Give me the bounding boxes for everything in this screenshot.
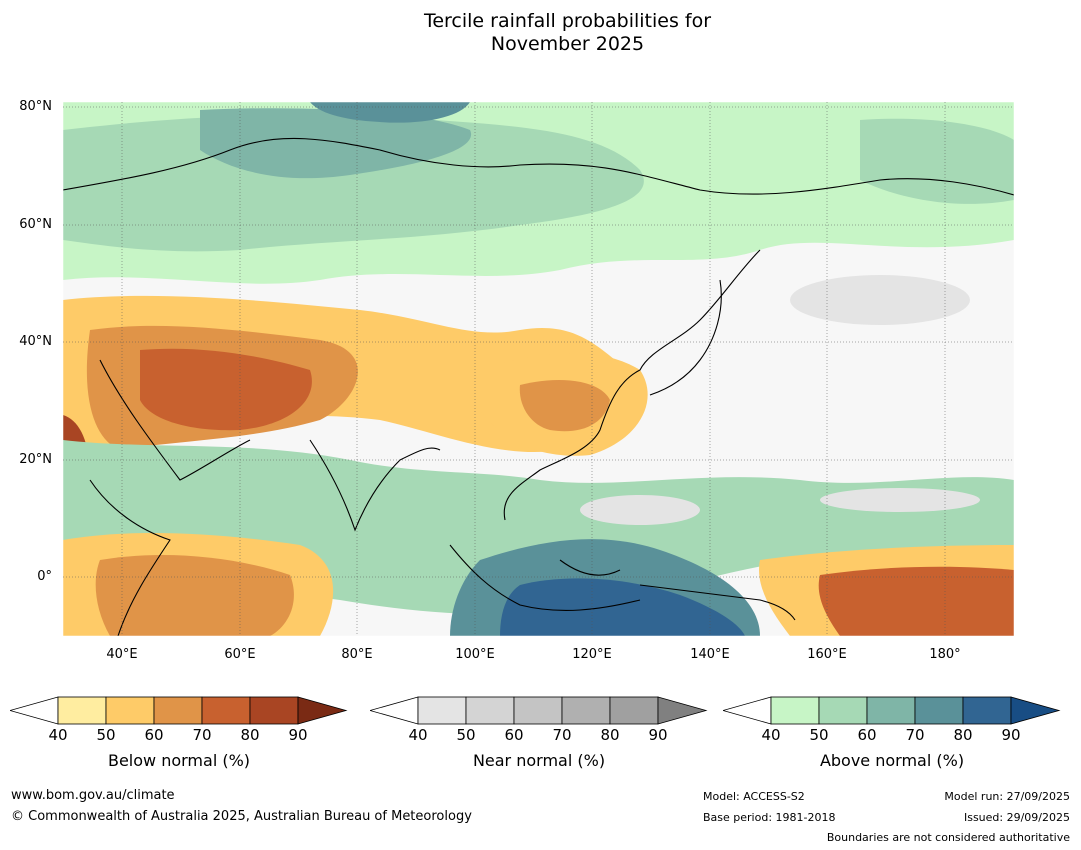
coastline-east-asia [503, 249, 761, 521]
legend-above-tick: 90 [1001, 726, 1021, 744]
legend-below-tick: 90 [288, 726, 308, 744]
map-gridlines [63, 102, 1014, 636]
legend-below-tick: 40 [48, 726, 68, 744]
map-title-line2: November 2025 [490, 33, 645, 55]
map-title-line1: Tercile rainfall probabilities for [423, 10, 712, 32]
colorbar-below-swatch [201, 696, 251, 725]
colorbar-near [368, 696, 708, 725]
legend-above-tick: 70 [905, 726, 925, 744]
legend-below-tick: 80 [240, 726, 260, 744]
colorbar-above-swatch [914, 696, 964, 725]
coastline-india [309, 439, 441, 532]
legend-below-tick: 50 [96, 726, 116, 744]
legend-near-tick: 60 [504, 726, 524, 744]
legend-below-tick: 70 [192, 726, 212, 744]
colorbar-above-extend-high [1010, 696, 1061, 725]
colorbar-near-extend-low [368, 696, 419, 725]
lon-label-80e: 80°E [341, 647, 373, 662]
legend-above-title: Above normal (%) [819, 751, 965, 770]
colorbar-near-swatch [417, 696, 467, 725]
near-region-philippine-sea [580, 495, 700, 525]
lat-label-40n: 40°N [19, 334, 52, 349]
colorbar-near-swatch [513, 696, 563, 725]
below-region-east-africa-core [95, 555, 294, 636]
colorbar-below [8, 696, 348, 725]
legend-near-tick: 40 [408, 726, 428, 744]
coastline-eurasia [63, 137, 1014, 196]
near-region-pacific [790, 275, 970, 325]
footer-url[interactable]: www.bom.gov.au/climate [11, 788, 175, 803]
legend-near-title: Near normal (%) [472, 751, 606, 770]
colorbar-above [721, 696, 1061, 725]
near-region-central-pacific [820, 488, 980, 512]
above-region-siberia-core [200, 108, 472, 179]
colorbar-near-swatch [465, 696, 515, 725]
colorbar-below-extend-low [8, 696, 59, 725]
legend-below-normal: 40 50 60 70 80 90 Below normal (%) [8, 692, 348, 770]
footer-issued: Issued: 29/09/2025 [963, 811, 1070, 824]
footer-disclaimer: Boundaries are not considered authoritat… [826, 831, 1070, 844]
above-region-maritime-core [500, 578, 745, 636]
legend-near-tick: 80 [600, 726, 620, 744]
lat-label-80n: 80°N [19, 99, 52, 114]
colorbar-above-swatch [962, 696, 1012, 725]
lon-label-100e: 100°E [455, 647, 495, 662]
coastline-japan [649, 279, 722, 396]
legend-below-tick: 60 [144, 726, 164, 744]
colorbar-above-extend-low [721, 696, 772, 725]
above-region-pacific-n [860, 118, 1014, 204]
footer-model: Model: ACCESS-S2 [703, 790, 805, 803]
lon-label-40e: 40°E [106, 647, 138, 662]
legend-above-tick: 60 [857, 726, 877, 744]
lon-label-120e: 120°E [572, 647, 612, 662]
below-region-south-pacific-core [818, 566, 1014, 636]
legend-near-tick: 50 [456, 726, 476, 744]
colorbar-near-swatch [609, 696, 659, 725]
colorbar-below-swatch [105, 696, 155, 725]
map-border [62, 101, 1015, 637]
map-title: Tercile rainfall probabilities for Novem… [0, 10, 1081, 56]
colorbar-above-swatch [818, 696, 868, 725]
colorbar-below-swatch [57, 696, 107, 725]
lon-label-60e: 60°E [224, 647, 256, 662]
colorbar-below-swatch [249, 696, 299, 725]
colorbar-near-swatch [561, 696, 611, 725]
lon-label-140e: 140°E [690, 647, 730, 662]
colorbar-below-extend-high [297, 696, 348, 725]
footer-model-run: Model run: 27/09/2025 [944, 790, 1070, 803]
lon-label-160e: 160°E [807, 647, 847, 662]
legend-near-tick: 70 [552, 726, 572, 744]
lon-label-180: 180° [929, 647, 961, 662]
legend-near-tick: 90 [648, 726, 668, 744]
colorbar-near-extend-high [657, 696, 708, 725]
coastline-africa [89, 479, 171, 636]
lat-label-20n: 20°N [19, 452, 52, 467]
footer-copyright: © Commonwealth of Australia 2025, Austra… [11, 809, 472, 824]
legend-near-normal: 40 50 60 70 80 90 Near normal (%) [368, 692, 708, 770]
above-region-arctic [310, 102, 470, 123]
legend-below-title: Below normal (%) [107, 751, 251, 770]
rainfall-probability-map [62, 101, 1015, 637]
below-region-iran-core [140, 348, 312, 431]
legend-above-tick: 80 [953, 726, 973, 744]
lat-label-60n: 60°N [19, 217, 52, 232]
coastline-indonesia [449, 544, 796, 621]
colorbar-above-swatch [770, 696, 820, 725]
lat-label-0: 0° [37, 569, 52, 584]
colorbar-above-swatch [866, 696, 916, 725]
below-region-china-core [519, 380, 610, 432]
legend-above-normal: 40 50 60 70 80 90 Above normal (%) [721, 692, 1061, 770]
coastline-arabia [99, 359, 251, 481]
colorbar-below-swatch [153, 696, 203, 725]
footer-base-period: Base period: 1981-2018 [703, 811, 836, 824]
legend-above-tick: 40 [761, 726, 781, 744]
legend-above-tick: 50 [809, 726, 829, 744]
